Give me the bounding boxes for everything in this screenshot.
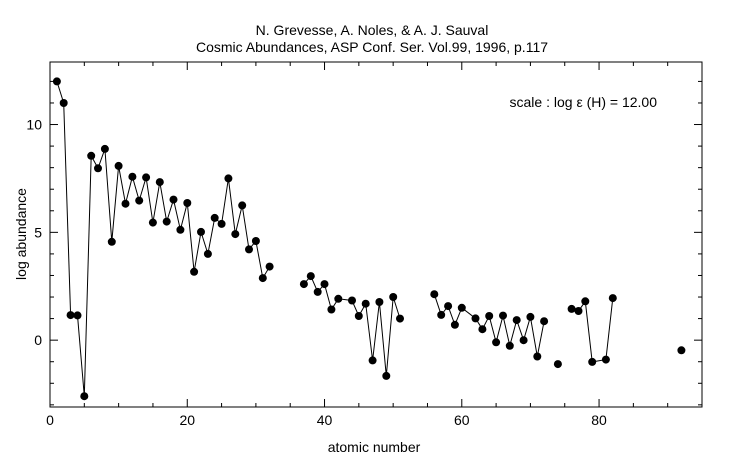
axis-tick-labels: 0 20 40 60 80 0 5 10 (26, 117, 607, 428)
data-point (299, 280, 308, 289)
scale-annotation: scale : log ε (H) = 12.00 (510, 94, 658, 110)
data-point (258, 274, 267, 283)
data-point (142, 173, 151, 182)
data-point (148, 218, 157, 227)
data-point (505, 341, 514, 350)
data-point (80, 392, 89, 401)
data-point (457, 303, 466, 312)
data-point (100, 144, 109, 153)
x-tick-label: 60 (454, 412, 470, 428)
plot-frame (49, 61, 703, 408)
x-axis-label: atomic number (328, 439, 421, 455)
y-tick-label: 5 (34, 224, 42, 240)
data-point (265, 262, 274, 271)
data-point (396, 314, 404, 323)
y-tick-label: 10 (26, 117, 42, 133)
data-point (677, 346, 686, 355)
data-point (73, 311, 82, 320)
data-point (155, 178, 164, 187)
data-point (375, 298, 384, 306)
data-point (121, 199, 130, 208)
data-point (306, 272, 315, 281)
data-point (183, 199, 192, 207)
data-point (354, 312, 363, 320)
y-tick-label: 0 (34, 332, 42, 348)
axis-ticks (49, 62, 703, 407)
data-point (450, 320, 459, 329)
data-point (59, 99, 68, 107)
data-point (313, 287, 322, 296)
data-point (601, 355, 610, 364)
chart-subtitle: Cosmic Abundances, ASP Conf. Ser. Vol.99… (196, 39, 548, 55)
chart-title: N. Grevesse, A. Noles, & A. J. Sauval (256, 22, 489, 38)
data-point (430, 290, 439, 299)
data-point (567, 304, 576, 313)
data-point (107, 237, 116, 246)
x-tick-label: 80 (591, 412, 607, 428)
data-point (499, 311, 507, 320)
data-point (169, 195, 178, 204)
data-point (485, 312, 494, 320)
data-point (478, 325, 487, 334)
data-point (361, 299, 370, 308)
data-point (444, 302, 453, 311)
data-point (217, 219, 226, 228)
data-point (320, 280, 329, 289)
y-axis-label: log abundance (13, 188, 29, 280)
data-point (368, 356, 377, 365)
data-point (190, 267, 199, 276)
series-lines (56, 81, 614, 397)
data-point (608, 294, 617, 303)
data-point (176, 225, 185, 234)
x-tick-label: 0 (46, 412, 54, 428)
data-point (526, 312, 535, 321)
data-point (197, 227, 205, 236)
data-point (553, 360, 562, 369)
data-point (66, 311, 75, 320)
data-point (382, 371, 391, 380)
data-point (334, 294, 343, 303)
data-point (533, 352, 542, 361)
data-point (471, 314, 480, 323)
data-point (87, 151, 96, 160)
data-point (162, 217, 171, 226)
data-point (52, 77, 61, 86)
data-point (389, 293, 398, 301)
x-tick-label: 20 (179, 412, 195, 428)
data-point (224, 174, 233, 183)
data-point (519, 336, 528, 345)
data-point (588, 357, 597, 366)
data-point (574, 307, 583, 315)
data-points (52, 77, 686, 401)
data-point (231, 230, 240, 239)
data-point (114, 161, 123, 170)
data-point (238, 201, 247, 210)
data-point (210, 213, 219, 222)
data-point (348, 296, 356, 305)
data-point (492, 338, 501, 347)
series-line (433, 294, 545, 357)
data-point (327, 305, 336, 314)
x-tick-label: 40 (317, 412, 333, 428)
data-point (128, 172, 137, 181)
data-point (437, 310, 446, 319)
data-point (251, 237, 260, 245)
data-point (94, 164, 102, 173)
series-line (56, 81, 271, 397)
data-point (512, 316, 521, 325)
data-point (135, 196, 144, 205)
data-point (245, 245, 253, 254)
data-point (540, 317, 549, 326)
data-point (581, 297, 590, 306)
data-point (203, 249, 212, 258)
